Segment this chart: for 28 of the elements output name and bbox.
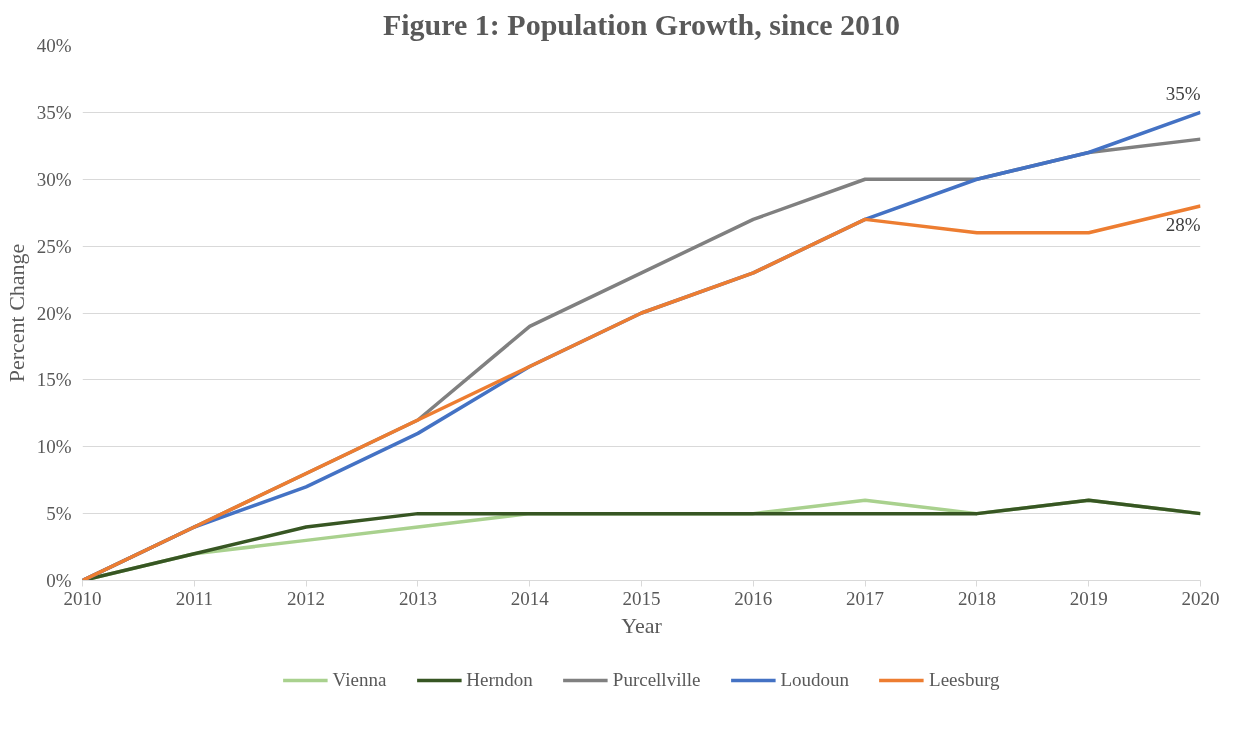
x-tick-label: 2015 xyxy=(622,587,661,609)
legend-label: Herndon xyxy=(466,669,533,691)
y-tick-label: 10% xyxy=(36,436,72,458)
x-tick-label: 2019 xyxy=(1069,587,1108,609)
annotation: 35% xyxy=(1165,83,1201,105)
x-tick-label: 2013 xyxy=(398,587,437,609)
annotation: 28% xyxy=(1165,214,1201,235)
x-tick-label: 2011 xyxy=(175,587,213,609)
y-axis-title: Percent Change xyxy=(3,243,29,383)
y-tick-label: 25% xyxy=(36,235,72,257)
y-tick-label: 5% xyxy=(46,503,72,525)
y-tick-label: 20% xyxy=(36,302,72,324)
x-tick-label: 2020 xyxy=(1181,587,1220,609)
legend-label: Vienna xyxy=(332,669,387,691)
legend-label: Leesburg xyxy=(929,669,1000,691)
x-tick-label: 2016 xyxy=(734,587,773,609)
x-tick-label: 2018 xyxy=(957,587,996,609)
y-tick-label: 35% xyxy=(36,101,72,123)
legend-label: Purcellville xyxy=(612,669,701,691)
y-tick-label: 30% xyxy=(36,168,72,190)
x-tick-label: 2012 xyxy=(287,587,326,609)
x-axis-title: Year xyxy=(621,612,663,638)
legend-label: Loudoun xyxy=(780,669,850,691)
y-tick-label: 15% xyxy=(36,369,72,391)
chart-title: Figure 1: Population Growth, since 2010 xyxy=(382,7,901,41)
y-tick-label: 40% xyxy=(36,35,72,56)
x-tick-label: 2017 xyxy=(846,587,885,609)
x-tick-label: 2014 xyxy=(510,587,550,609)
